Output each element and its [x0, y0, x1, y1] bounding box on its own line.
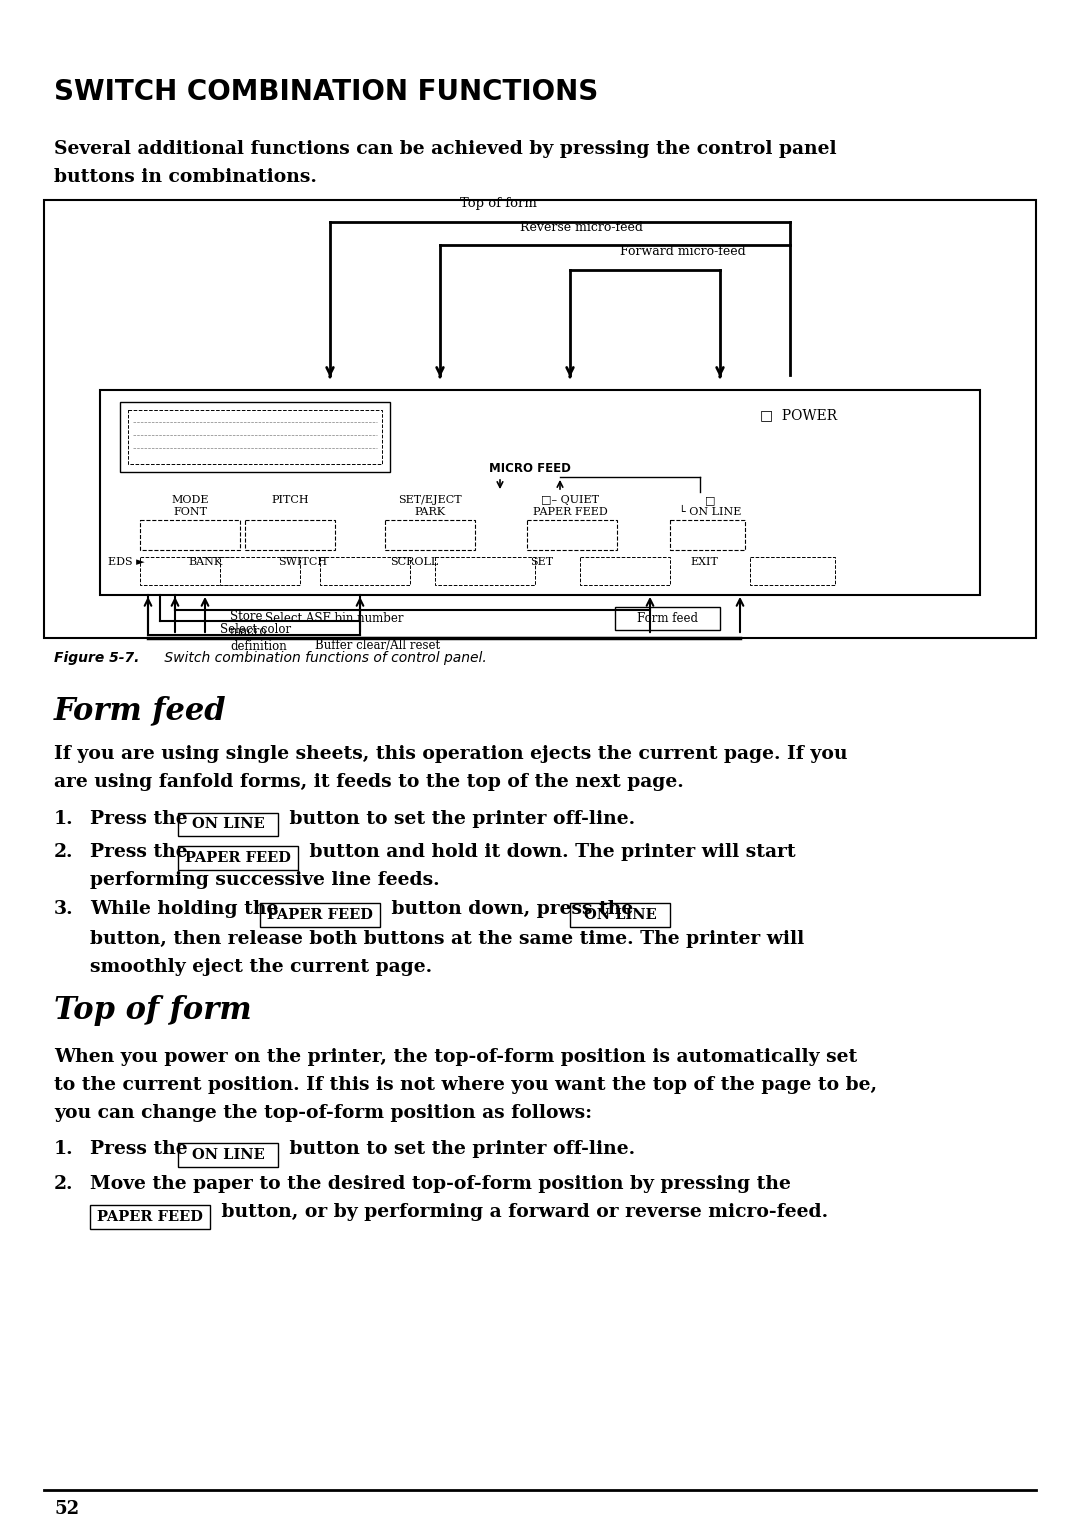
Bar: [129, 409, 382, 464]
Text: button to set the printer off-line.: button to set the printer off-line.: [283, 1141, 635, 1157]
Text: to the current position. If this is not where you want the top of the page to be: to the current position. If this is not …: [54, 1076, 877, 1095]
Text: you can change the top-of-form position as follows:: you can change the top-of-form position …: [54, 1104, 592, 1122]
Text: □  POWER: □ POWER: [760, 408, 837, 422]
Bar: [260, 903, 380, 927]
Text: button, or by performing a forward or reverse micro-feed.: button, or by performing a forward or re…: [215, 1203, 828, 1220]
Text: Top of form: Top of form: [460, 198, 537, 210]
Text: Figure 5-7.: Figure 5-7.: [54, 652, 139, 665]
Bar: [220, 556, 300, 586]
Bar: [178, 812, 278, 835]
Bar: [320, 556, 410, 586]
Text: are using fanfold forms, it feeds to the top of the next page.: are using fanfold forms, it feeds to the…: [54, 773, 684, 791]
Text: If you are using single sheets, this operation ejects the current page. If you: If you are using single sheets, this ope…: [54, 745, 848, 763]
Bar: [384, 520, 475, 550]
Text: PAPER FEED: PAPER FEED: [185, 851, 291, 865]
Text: button to set the printer off-line.: button to set the printer off-line.: [283, 809, 635, 828]
Text: EXIT: EXIT: [690, 556, 718, 567]
Text: 1.: 1.: [54, 1141, 73, 1157]
Text: SCROLL: SCROLL: [390, 556, 438, 567]
Text: performing successive line feeds.: performing successive line feeds.: [90, 871, 440, 889]
Text: Switch combination functions of control panel.: Switch combination functions of control …: [160, 652, 487, 665]
Text: Buffer clear/All reset: Buffer clear/All reset: [315, 639, 441, 652]
Bar: [750, 556, 835, 586]
Text: SET/EJECT
PARK: SET/EJECT PARK: [399, 495, 462, 517]
Text: SWITCH COMBINATION FUNCTIONS: SWITCH COMBINATION FUNCTIONS: [54, 78, 598, 106]
Text: Reverse micro-feed: Reverse micro-feed: [519, 221, 643, 235]
Bar: [90, 1205, 210, 1229]
Bar: [570, 903, 670, 927]
Text: ON LINE: ON LINE: [191, 1148, 265, 1162]
Bar: [140, 520, 240, 550]
Text: Press the: Press the: [90, 843, 194, 862]
Text: PITCH: PITCH: [271, 495, 309, 504]
Text: EDS ►: EDS ►: [108, 556, 145, 567]
Bar: [178, 846, 298, 871]
Text: Move the paper to the desired top-of-form position by pressing the: Move the paper to the desired top-of-for…: [90, 1174, 791, 1193]
Text: SWITCH: SWITCH: [278, 556, 327, 567]
Text: Several additional functions can be achieved by pressing the control panel: Several additional functions can be achi…: [54, 140, 837, 158]
Text: button and hold it down. The printer will start: button and hold it down. The printer wil…: [303, 843, 796, 862]
Text: Select color: Select color: [220, 622, 292, 636]
Bar: [615, 607, 720, 630]
Text: Form feed: Form feed: [54, 694, 227, 727]
Text: 2.: 2.: [54, 1174, 73, 1193]
Text: □
└ ON LINE: □ └ ON LINE: [679, 495, 741, 517]
Bar: [178, 1144, 278, 1167]
Text: BANK: BANK: [188, 556, 222, 567]
Text: SET: SET: [530, 556, 553, 567]
Bar: [580, 556, 670, 586]
Bar: [670, 520, 745, 550]
Text: 1.: 1.: [54, 809, 73, 828]
Text: PAPER FEED: PAPER FEED: [97, 1210, 203, 1223]
Text: When you power on the printer, the top-of-form position is automatically set: When you power on the printer, the top-o…: [54, 1049, 858, 1065]
Text: MODE
FONT: MODE FONT: [172, 495, 208, 517]
Text: Forward micro-feed: Forward micro-feed: [620, 245, 746, 258]
Bar: [44, 199, 1036, 638]
Text: MICRO FEED: MICRO FEED: [489, 461, 571, 475]
Text: Press the: Press the: [90, 1141, 194, 1157]
Text: Select ASF bin number: Select ASF bin number: [265, 612, 404, 625]
Text: Press the: Press the: [90, 809, 194, 828]
Text: ON LINE: ON LINE: [583, 908, 657, 921]
Bar: [245, 520, 335, 550]
Text: Top of form: Top of form: [54, 995, 252, 1026]
Bar: [435, 556, 535, 586]
Text: button, then release both buttons at the same time. The printer will: button, then release both buttons at the…: [90, 931, 805, 947]
Text: 2.: 2.: [54, 843, 73, 862]
Bar: [120, 402, 390, 472]
Text: Store
macro
definition: Store macro definition: [230, 610, 287, 653]
Text: smoothly eject the current page.: smoothly eject the current page.: [90, 958, 432, 977]
Text: 3.: 3.: [54, 900, 73, 918]
Text: ON LINE: ON LINE: [191, 817, 265, 831]
Text: While holding the: While holding the: [90, 900, 285, 918]
Text: buttons in combinations.: buttons in combinations.: [54, 169, 316, 185]
Bar: [100, 389, 980, 595]
Bar: [140, 556, 230, 586]
Bar: [527, 520, 617, 550]
Text: Form feed: Form feed: [637, 612, 698, 625]
Text: □– QUIET
PAPER FEED: □– QUIET PAPER FEED: [532, 495, 607, 517]
Text: 52: 52: [54, 1499, 79, 1518]
Text: PAPER FEED: PAPER FEED: [267, 908, 373, 921]
Text: button down, press the: button down, press the: [384, 900, 639, 918]
